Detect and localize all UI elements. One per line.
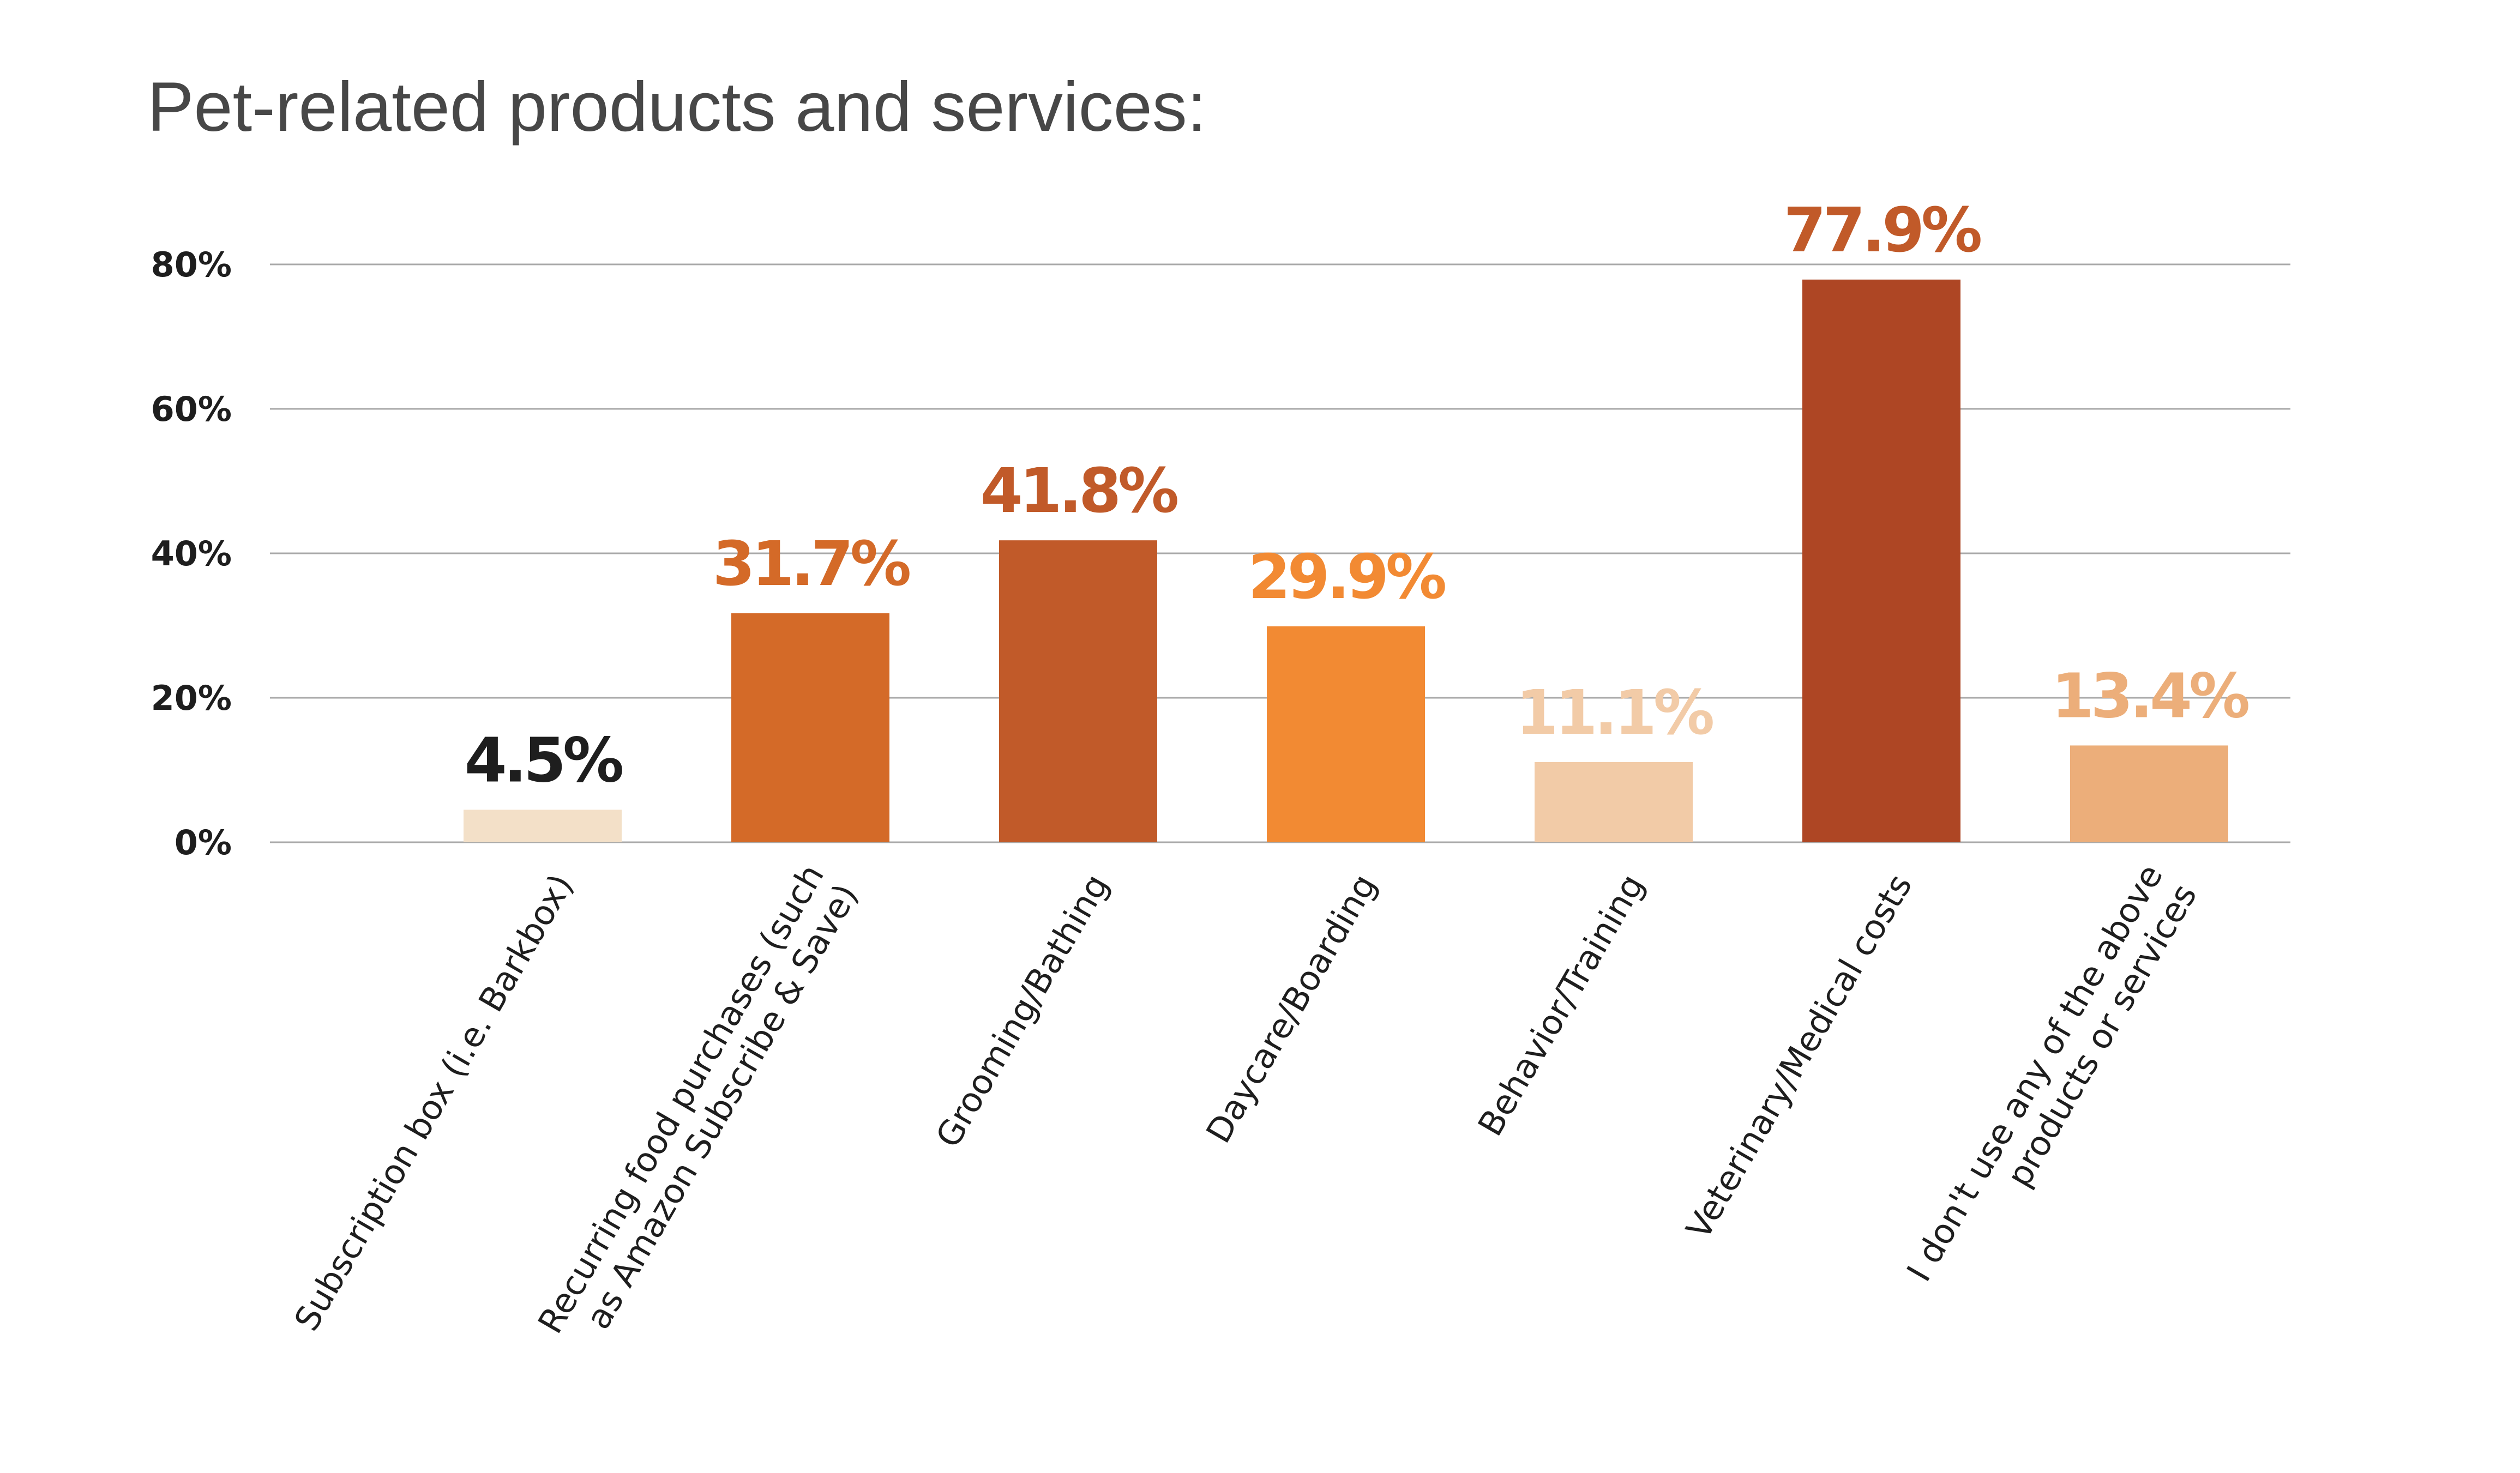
bar	[2070, 745, 2228, 842]
data-labels: 4.5% 31.7% 41.8% 29.9% 11.1% 77.9% 13.4%	[465, 195, 2252, 796]
y-tick-label: 20%	[151, 678, 232, 718]
x-axis-labels: Subscription box (i.e. Barkbox)Recurring…	[286, 858, 2204, 1340]
x-tick-label: Daycare/Boarding	[1198, 867, 1384, 1150]
bar	[1267, 626, 1425, 842]
x-tick-label-line: Veterinary/Medical costs	[1678, 867, 1920, 1246]
x-tick-label-line: Recurring food purchases (such	[530, 858, 832, 1340]
x-tick-label: Grooming/Bathing	[928, 867, 1116, 1154]
y-axis-ticks: 0% 20% 40% 60% 80%	[151, 245, 232, 862]
chart-title: Pet-related products and services:	[147, 68, 1206, 146]
bar	[999, 540, 1157, 842]
y-tick-label: 0%	[175, 823, 232, 862]
data-label: 31.7%	[713, 529, 910, 600]
x-tick-label: Subscription box (i.e. Barkbox)	[286, 867, 581, 1337]
x-tick-label: Behavior/Training	[1470, 867, 1652, 1143]
y-tick-label: 80%	[151, 245, 232, 285]
x-tick-label-line: as Amazon Subscribe & Save)	[578, 877, 866, 1336]
data-label: 41.8%	[981, 456, 1177, 527]
bar	[1535, 762, 1693, 842]
x-tick-label-line: Behavior/Training	[1470, 867, 1652, 1143]
bar	[731, 613, 889, 842]
data-label: 4.5%	[465, 725, 622, 796]
x-tick-label-line: Daycare/Boarding	[1198, 867, 1384, 1150]
data-label: 13.4%	[2052, 661, 2248, 732]
data-label: 29.9%	[1248, 542, 1445, 613]
data-label: 11.1%	[1516, 678, 1713, 748]
x-tick-label: Veterinary/Medical costs	[1678, 867, 1920, 1246]
bar	[464, 810, 622, 842]
y-tick-label: 60%	[151, 389, 232, 429]
y-tick-label: 40%	[151, 534, 232, 573]
x-tick-label-line: Subscription box (i.e. Barkbox)	[286, 867, 581, 1337]
x-tick-label-line: I don't use any of the above	[1899, 858, 2170, 1288]
bar	[1802, 279, 1960, 843]
data-label: 77.9%	[1784, 195, 1981, 266]
x-tick-label-line: Grooming/Bathing	[928, 867, 1116, 1154]
bars	[464, 279, 2228, 843]
